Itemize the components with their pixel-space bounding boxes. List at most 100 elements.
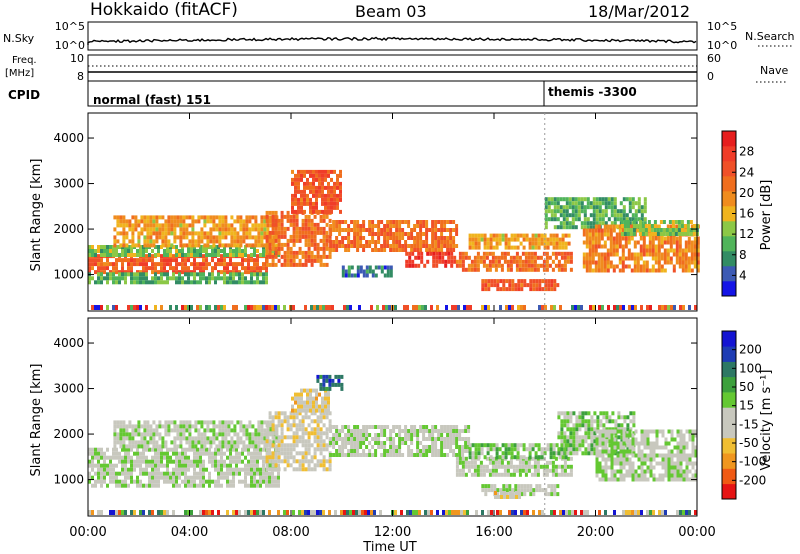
power-cell: [633, 244, 637, 249]
power-cell: [271, 258, 275, 263]
velocity-cell: [477, 451, 481, 456]
velocity-cell: [652, 445, 656, 450]
power-cell: [315, 197, 318, 202]
power-cell: [253, 270, 256, 275]
power-cell: [271, 218, 275, 223]
velocity-cell: [572, 435, 576, 440]
power-cell: [447, 255, 451, 260]
power-cell: [283, 242, 287, 247]
velocity-cell: [649, 465, 653, 470]
velocity-cell: [464, 449, 468, 453]
power-cell: [473, 267, 477, 272]
date-title: 18/Mar/2012: [588, 2, 690, 21]
power-cell: [645, 260, 649, 265]
velocity-cell: [250, 471, 253, 476]
power-cell: [223, 276, 226, 281]
velocity-cell: [118, 479, 121, 484]
velocity-cell: [112, 475, 115, 480]
velocity-cell: [511, 492, 515, 497]
velocity-cell: [184, 467, 187, 472]
power-cell: [594, 236, 598, 241]
velocity-cell: [634, 469, 638, 474]
power-cell: [392, 220, 396, 224]
power-cell: [431, 244, 435, 248]
power-cell: [292, 238, 296, 243]
velocity-cell: [533, 472, 537, 477]
power-cell: [181, 253, 184, 257]
velocity-cell: [112, 479, 115, 484]
power-cell: [674, 220, 678, 224]
power-cell: [486, 237, 490, 242]
velocity-cell: [515, 495, 518, 499]
power-cell: [626, 228, 630, 232]
velocity-cell: [154, 475, 157, 480]
velocity-cell: [307, 463, 311, 468]
power-cell: [333, 205, 336, 210]
power-cell: [531, 245, 535, 250]
velocity-cell: [230, 444, 234, 449]
power-cell: [265, 210, 269, 215]
power-cell: [592, 205, 596, 210]
velocity-cell: [637, 457, 641, 462]
power-cell: [169, 253, 172, 257]
velocity-cell: [307, 431, 311, 436]
velocity-cell: [119, 436, 123, 441]
power-cell: [473, 255, 477, 260]
velocity-cell: [640, 429, 644, 434]
velocity-cell: [564, 451, 568, 456]
velocity-cell: [292, 415, 296, 420]
velocity-cell: [121, 463, 124, 468]
power-cell: [637, 217, 641, 222]
power-cell: [215, 235, 219, 240]
velocity-cell: [506, 472, 510, 477]
power-cell: [532, 287, 536, 292]
velocity-cell: [508, 488, 512, 493]
power-cell: [489, 241, 493, 246]
power-cell: [477, 237, 481, 242]
power-cell: [631, 213, 635, 218]
power-cell: [324, 185, 327, 190]
power-cell: [619, 201, 623, 206]
power-cell: [594, 268, 598, 273]
power-cell: [350, 228, 354, 232]
velocity-cell: [328, 463, 332, 468]
power-cell: [597, 260, 601, 265]
velocity-cell: [458, 449, 462, 453]
power-cell: [490, 279, 494, 284]
power-cell: [148, 280, 151, 285]
power-cell: [434, 224, 438, 228]
power-cell: [544, 283, 548, 288]
power-cell: [329, 232, 333, 236]
velocity-cell: [100, 479, 103, 484]
velocity-cell: [125, 428, 129, 433]
power-cell: [660, 244, 664, 249]
velocity-cell: [106, 471, 109, 476]
power-cell: [122, 215, 126, 220]
velocity-cell: [133, 451, 136, 456]
power-cell: [607, 217, 611, 222]
power-cell: [690, 224, 694, 229]
power-cell: [557, 263, 561, 268]
power-cell: [181, 280, 184, 285]
power-cell: [187, 276, 190, 281]
velocity-cell: [190, 479, 193, 484]
velocity-cell: [464, 429, 468, 433]
power-cell: [408, 263, 412, 268]
power-cell: [118, 258, 121, 263]
power-cell: [562, 197, 566, 202]
velocity-cell: [315, 388, 318, 393]
power-cell: [266, 231, 270, 236]
velocity-cell: [338, 453, 342, 457]
power-cell: [175, 266, 178, 271]
velocity-cell: [569, 464, 573, 469]
power-cell: [190, 253, 193, 257]
power-cell: [597, 224, 601, 229]
power-cell: [520, 283, 524, 288]
power-cell: [303, 181, 306, 186]
power-cell: [401, 220, 405, 224]
velocity-cell: [176, 432, 180, 437]
velocity-cell: [274, 479, 277, 484]
power-cell: [597, 264, 601, 269]
power-cell: [404, 244, 408, 248]
power-cell: [301, 218, 305, 223]
